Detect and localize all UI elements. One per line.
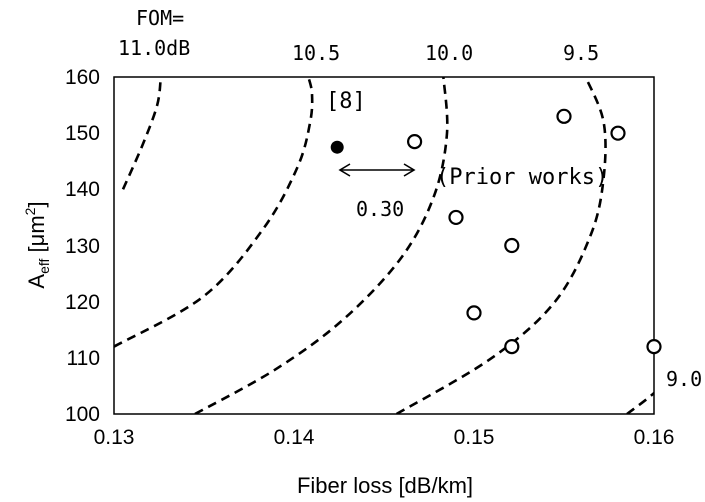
data-points (330, 108, 662, 355)
data-point-open (504, 339, 520, 355)
data-point-open (466, 305, 482, 321)
data-point-open (556, 108, 572, 124)
contour-label-10-5: 10.5 (292, 41, 340, 65)
data-point-open (504, 237, 520, 254)
ref-label: [8] (326, 89, 366, 114)
y-tick-label: 130 (65, 235, 100, 258)
data-point-open (448, 209, 464, 226)
contour-line (114, 77, 314, 348)
y-tick-label: 150 (65, 122, 100, 145)
y-tick-label: 160 (65, 66, 100, 89)
contour-line (194, 77, 449, 414)
x-axis: 0.13 0.14 0.15 0.16 (94, 426, 675, 449)
data-point-open (646, 339, 662, 355)
y-tick-label: 140 (65, 178, 100, 201)
x-tick-label: 0.15 (454, 426, 495, 449)
y-tick-label: 120 (65, 291, 100, 314)
x-tick-label: 0.13 (94, 426, 135, 449)
contour-lines (114, 77, 654, 414)
y-tick-label: 100 (65, 403, 100, 426)
contour-line (121, 77, 163, 190)
y-axis: 100 110 120 130 140 150 160 (65, 66, 100, 426)
prior-works-label: (Prior works) (436, 165, 608, 190)
data-point-open (610, 125, 626, 141)
x-axis-title: Fiber loss [dB/km] (297, 473, 473, 498)
contour-label-11: 11.0dB (118, 36, 190, 60)
data-point-open (407, 133, 423, 150)
x-tick-label: 0.16 (634, 426, 675, 449)
y-axis-title: Aeff [μm2] (22, 201, 52, 288)
y-tick-label: 110 (67, 347, 100, 370)
delta-arrow (338, 163, 416, 177)
data-point-filled (330, 140, 344, 154)
contour-line (395, 77, 607, 414)
contour-line (626, 391, 654, 414)
x-tick-label: 0.14 (274, 426, 315, 449)
contour-label-9-5: 9.5 (563, 41, 599, 65)
delta-label: 0.30 (356, 197, 404, 221)
fom-label: FOM= (136, 6, 184, 30)
plot-frame (113, 76, 655, 415)
contour-label-9-0: 9.0 (666, 367, 702, 391)
contour-label-10-0: 10.0 (425, 41, 473, 65)
